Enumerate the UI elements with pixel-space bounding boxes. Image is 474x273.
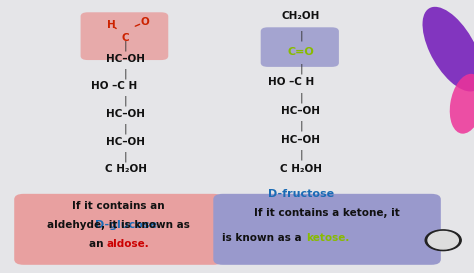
Text: |: | — [299, 150, 303, 160]
Text: HC–OH: HC–OH — [282, 106, 320, 116]
Text: |: | — [124, 41, 128, 51]
Text: H: H — [107, 20, 116, 29]
Text: HO –C H: HO –C H — [268, 77, 315, 87]
Text: ketose.: ketose. — [306, 233, 349, 242]
Text: O: O — [140, 17, 149, 27]
FancyBboxPatch shape — [14, 194, 223, 265]
Ellipse shape — [422, 7, 474, 91]
Text: HC–OH: HC–OH — [106, 109, 145, 119]
Text: an: an — [89, 239, 107, 249]
FancyBboxPatch shape — [81, 12, 168, 60]
Text: C=O: C=O — [288, 46, 314, 57]
Text: |: | — [299, 121, 303, 131]
Circle shape — [425, 230, 461, 251]
Text: HO –C H: HO –C H — [91, 81, 137, 91]
Text: D-fructose: D-fructose — [268, 189, 334, 199]
Text: |: | — [124, 96, 128, 106]
Text: is known as a: is known as a — [222, 233, 306, 242]
Text: C: C — [122, 33, 129, 43]
Text: If it contains an: If it contains an — [72, 201, 165, 211]
Text: aldose.: aldose. — [107, 239, 149, 249]
Text: CH₂OH: CH₂OH — [282, 11, 320, 21]
Text: If it contains a ketone, it: If it contains a ketone, it — [254, 208, 400, 218]
Text: |: | — [124, 68, 128, 79]
Text: HC–OH: HC–OH — [282, 135, 320, 145]
Text: HC–OH: HC–OH — [106, 137, 145, 147]
Text: |: | — [299, 92, 303, 103]
FancyBboxPatch shape — [261, 27, 339, 67]
Text: |: | — [299, 63, 303, 74]
Text: |: | — [299, 30, 303, 41]
Text: aldehyde, it is known as: aldehyde, it is known as — [47, 220, 190, 230]
Text: D-glucose: D-glucose — [95, 220, 156, 230]
Ellipse shape — [450, 74, 474, 134]
Text: C H₂OH: C H₂OH — [280, 164, 322, 174]
Text: |: | — [124, 151, 128, 162]
FancyBboxPatch shape — [213, 194, 441, 265]
Text: HC–OH: HC–OH — [106, 54, 145, 64]
Circle shape — [428, 232, 458, 249]
Text: |: | — [124, 124, 128, 134]
Text: C H₂OH: C H₂OH — [105, 164, 146, 174]
